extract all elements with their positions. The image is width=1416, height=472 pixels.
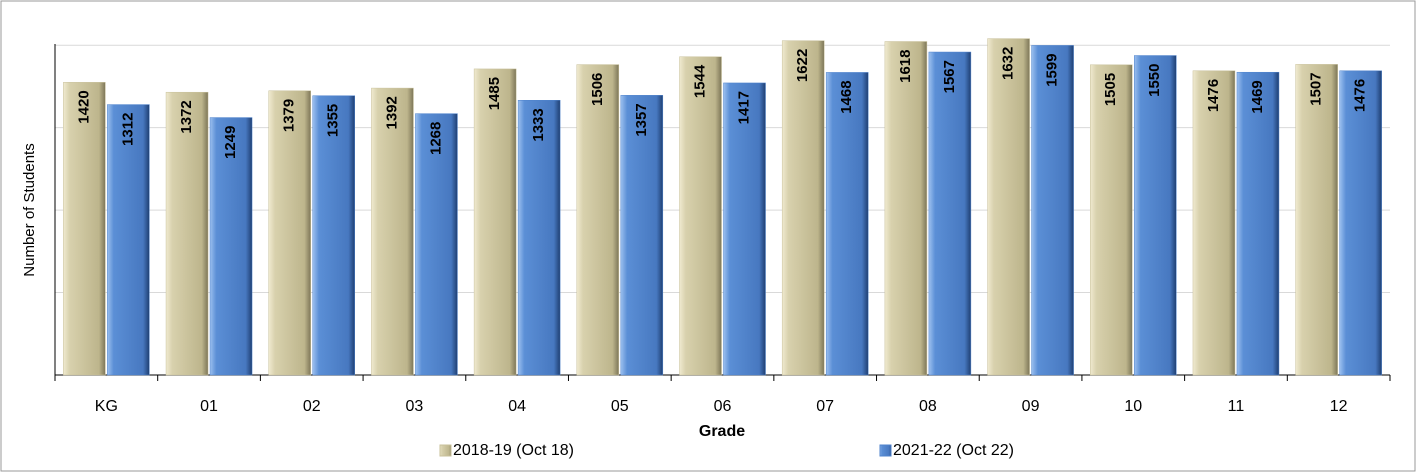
bar [825,72,869,376]
legend-label: 2018-19 (Oct 18) [453,442,574,459]
bar [371,87,414,376]
value-label: 1622 [794,49,811,82]
value-label: 1476 [1205,79,1222,112]
value-label: 1476 [1352,79,1369,112]
bar [312,95,355,376]
value-label: 1550 [1146,64,1163,97]
bar [928,51,972,376]
x-tick-label: 08 [919,398,937,415]
bar [1236,71,1280,376]
value-label: 1506 [589,73,606,106]
value-label: 1355 [325,104,342,137]
x-tick-label: 05 [611,398,629,415]
x-tick-label: 11 [1228,398,1245,415]
bar [723,82,766,376]
value-label: 1372 [178,100,195,133]
value-label: 1507 [1308,72,1325,105]
value-label: 1505 [1102,73,1119,106]
bar [415,113,458,376]
x-tick-label: KG [95,398,118,415]
bar [884,41,928,376]
value-label: 1392 [383,96,400,129]
bar [1339,70,1382,376]
bar [268,90,311,376]
bar [781,40,825,376]
bar [517,100,561,376]
value-label: 1567 [941,60,958,93]
value-label: 1485 [486,77,503,110]
bar [576,64,620,376]
value-label: 1632 [1000,47,1017,80]
bar [1295,64,1338,376]
value-label: 1312 [119,113,136,146]
value-label: 1417 [735,91,752,124]
legend-swatch [439,444,452,457]
value-label: 1333 [530,108,547,141]
bar [1031,45,1074,376]
x-tick-label: 06 [714,398,732,415]
x-tick-label: 01 [200,398,218,415]
bar [63,82,106,376]
x-tick-label: 02 [303,398,321,415]
bar [620,95,664,376]
x-tick-label: 03 [406,398,424,415]
x-tick-label: 10 [1124,398,1142,415]
value-label: 1268 [427,122,444,155]
bar [1134,55,1177,376]
bar [165,91,209,376]
value-label: 1618 [897,50,914,83]
value-label: 1379 [281,99,298,132]
bar [1090,64,1133,376]
value-label: 1420 [75,90,92,123]
x-tick-label: 09 [1022,398,1040,415]
x-tick-label: 12 [1330,398,1348,415]
value-label: 1249 [222,126,239,159]
bar [1192,70,1236,376]
legend-label: 2021-22 (Oct 22) [893,442,1014,459]
x-tick-label: 04 [508,398,526,415]
x-tick-label: 07 [816,398,834,415]
bar [679,56,722,376]
bar [209,117,253,376]
value-label: 1544 [691,64,708,98]
value-label: 1599 [1044,53,1061,86]
bar [473,68,517,376]
bar [987,38,1030,376]
value-label: 1468 [838,80,855,113]
value-label: 1357 [633,103,650,136]
bar [107,104,150,376]
x-axis-title: Grade [699,423,745,440]
value-label: 1469 [1249,80,1266,113]
legend-swatch [879,444,892,457]
y-axis-title: Number of Students [21,143,38,276]
